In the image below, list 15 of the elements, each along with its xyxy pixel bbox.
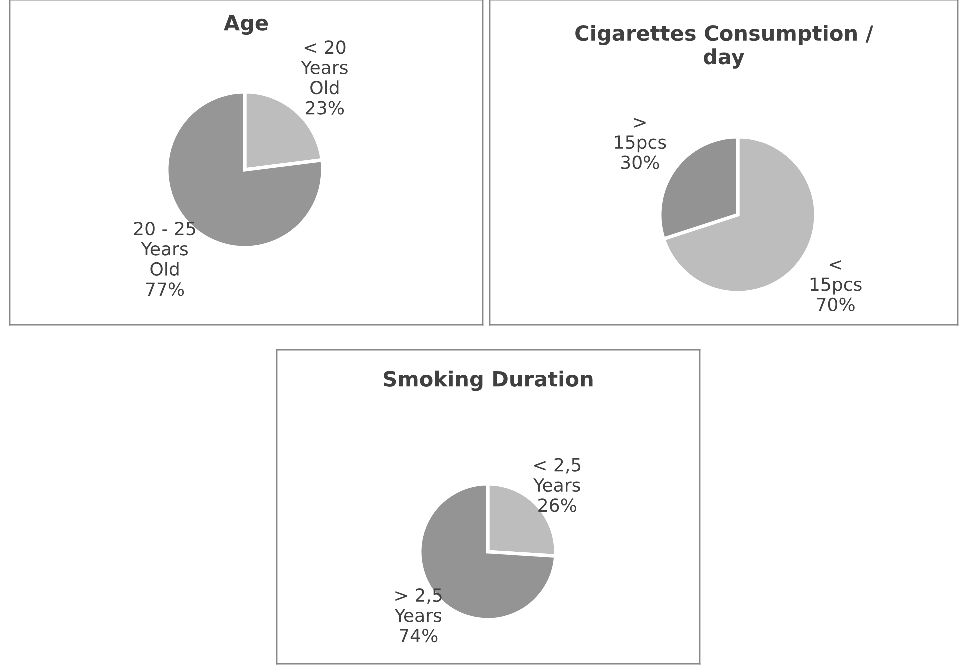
data-label: 30% [622, 156, 660, 170]
data-label: 74% [400, 628, 438, 643]
chart-title: Age [224, 15, 268, 36]
chart-title: Smoking Duration [384, 370, 593, 392]
slice-label: < 15pcs [810, 260, 862, 295]
slice-label: > 2,5 Years [394, 588, 442, 622]
data-label: 70% [817, 298, 855, 312]
data-label: 77% [146, 282, 184, 296]
data-label: 23% [306, 101, 344, 115]
slice-label: < 2,5 Years [534, 458, 581, 492]
slice-label: 20 - 25 Years Old [134, 222, 196, 276]
data-label: 26% [538, 498, 576, 512]
slice-label: < 20 Years Old [301, 40, 348, 95]
chart-title: Cigarettes Consumption / day [576, 25, 874, 69]
slice-label: > 15pcs [615, 118, 666, 153]
